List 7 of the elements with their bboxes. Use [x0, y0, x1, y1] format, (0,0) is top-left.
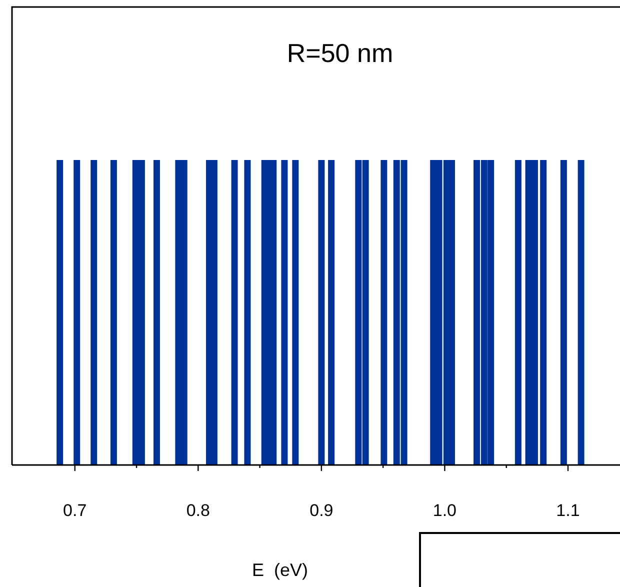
chart-title: R=50 nm: [286, 38, 394, 68]
x-tick-label: 0.7: [63, 501, 87, 520]
x-tick-label: 0.9: [310, 501, 334, 520]
x-tick-label: 1.1: [556, 501, 580, 520]
x-axis-title: E (eV): [252, 560, 308, 580]
x-tick-label: 0.8: [186, 501, 210, 520]
x-tick-label: 1.0: [432, 501, 457, 520]
